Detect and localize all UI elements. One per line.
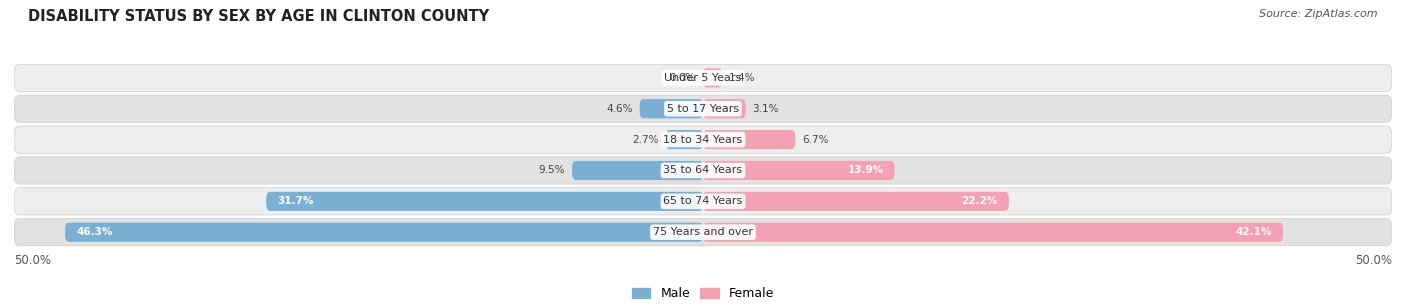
FancyBboxPatch shape [14,188,1392,215]
FancyBboxPatch shape [703,130,796,149]
Text: 2.7%: 2.7% [633,135,659,145]
FancyBboxPatch shape [266,192,703,211]
Text: 18 to 34 Years: 18 to 34 Years [664,135,742,145]
Text: 65 to 74 Years: 65 to 74 Years [664,196,742,206]
FancyBboxPatch shape [666,130,703,149]
FancyBboxPatch shape [703,161,894,180]
Text: 13.9%: 13.9% [848,165,883,175]
Text: 6.7%: 6.7% [803,135,828,145]
FancyBboxPatch shape [14,95,1392,122]
Legend: Male, Female: Male, Female [627,282,779,304]
FancyBboxPatch shape [703,223,1284,242]
FancyBboxPatch shape [65,223,703,242]
FancyBboxPatch shape [14,126,1392,153]
Text: 46.3%: 46.3% [76,227,112,237]
Text: 35 to 64 Years: 35 to 64 Years [664,165,742,175]
Text: 4.6%: 4.6% [606,104,633,114]
FancyBboxPatch shape [703,68,723,88]
Text: 5 to 17 Years: 5 to 17 Years [666,104,740,114]
FancyBboxPatch shape [572,161,703,180]
Text: Source: ZipAtlas.com: Source: ZipAtlas.com [1260,9,1378,19]
FancyBboxPatch shape [14,219,1392,246]
FancyBboxPatch shape [14,64,1392,92]
Text: 1.4%: 1.4% [730,73,755,83]
Text: DISABILITY STATUS BY SEX BY AGE IN CLINTON COUNTY: DISABILITY STATUS BY SEX BY AGE IN CLINT… [28,9,489,24]
Text: 0.0%: 0.0% [669,73,696,83]
FancyBboxPatch shape [703,99,745,118]
Text: 50.0%: 50.0% [1355,254,1392,268]
Text: 22.2%: 22.2% [962,196,998,206]
Text: 75 Years and over: 75 Years and over [652,227,754,237]
FancyBboxPatch shape [14,157,1392,184]
FancyBboxPatch shape [703,192,1010,211]
Text: 50.0%: 50.0% [14,254,51,268]
Text: 31.7%: 31.7% [277,196,314,206]
FancyBboxPatch shape [640,99,703,118]
Text: 42.1%: 42.1% [1236,227,1272,237]
Text: 9.5%: 9.5% [538,165,565,175]
Text: Under 5 Years: Under 5 Years [665,73,741,83]
Text: 3.1%: 3.1% [752,104,779,114]
